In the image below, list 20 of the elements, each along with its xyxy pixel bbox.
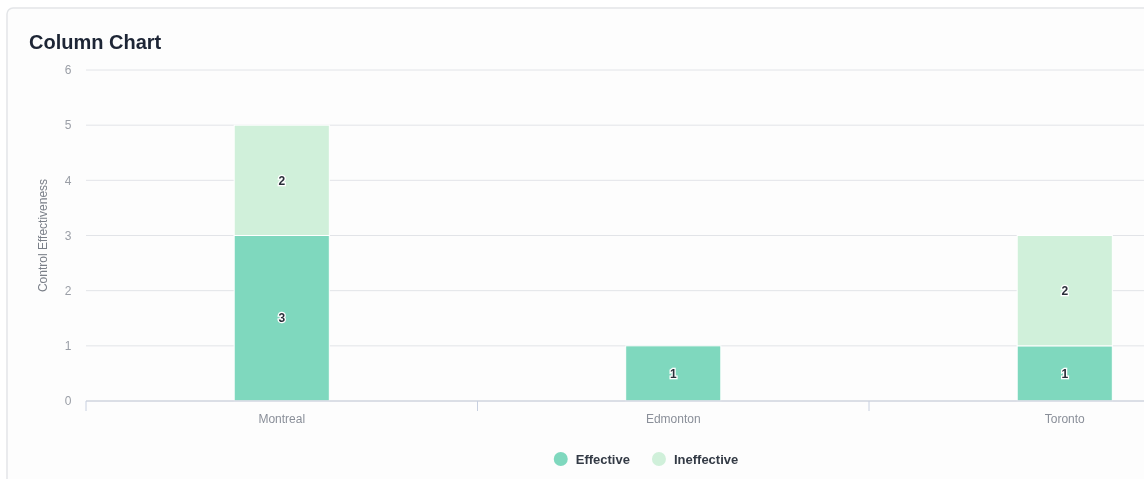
data-label: 3 bbox=[278, 311, 286, 326]
y-tick-label: 1 bbox=[64, 339, 72, 354]
y-tick-label: 6 bbox=[64, 63, 72, 78]
y-tick-label: 2 bbox=[64, 283, 72, 298]
bar bbox=[625, 345, 722, 402]
legend-label: Effective bbox=[575, 451, 630, 467]
x-tick-label: Toronto bbox=[1044, 412, 1086, 427]
data-label: 2 bbox=[1061, 283, 1069, 298]
y-tick-label: 4 bbox=[64, 173, 72, 188]
legend-label: Ineffective bbox=[673, 451, 739, 467]
data-label: 2 bbox=[278, 173, 286, 188]
y-tick-label: 3 bbox=[64, 228, 72, 243]
chart-title: Column Chart bbox=[29, 31, 162, 53]
y-tick-label: 0 bbox=[64, 394, 72, 409]
data-label: 1 bbox=[1061, 366, 1069, 381]
x-tick-label: Montreal bbox=[258, 412, 306, 427]
y-tick-label: 5 bbox=[64, 118, 72, 133]
data-label: 1 bbox=[669, 366, 677, 381]
y-axis-title: Control Effectiveness bbox=[36, 178, 50, 293]
x-tick-label: Edmonton bbox=[645, 412, 701, 427]
